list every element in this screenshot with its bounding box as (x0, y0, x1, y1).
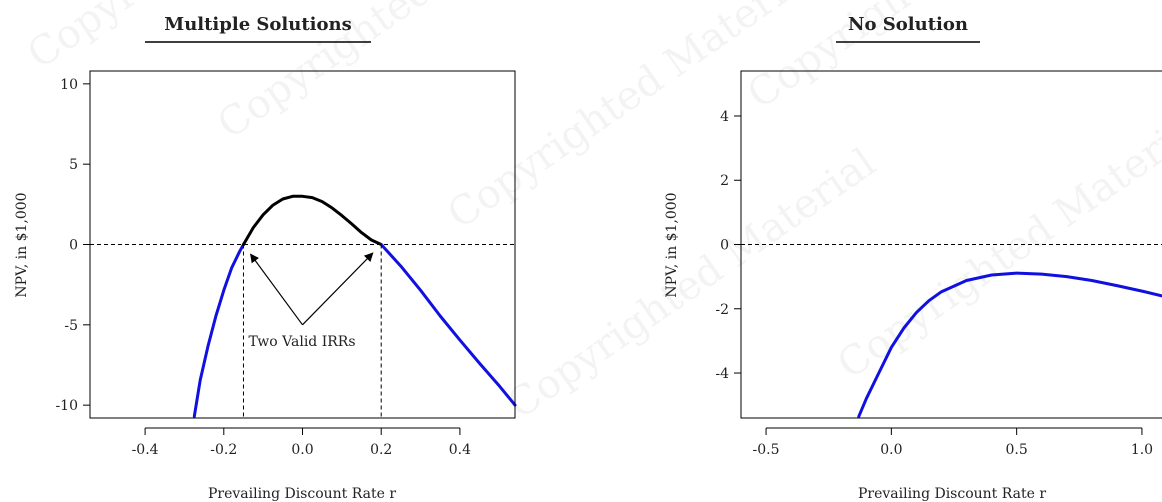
y-tick-label: 2 (720, 173, 729, 189)
annotation-arrow (250, 253, 303, 326)
chart-title: No Solution (848, 14, 968, 35)
x-tick-label: 0.0 (291, 442, 313, 458)
series-line-2 (379, 243, 517, 407)
x-tick-label: -0.4 (132, 442, 159, 458)
y-tick-label: -4 (715, 366, 729, 382)
y-tick-label: 10 (60, 77, 78, 93)
x-tick-label: 1.0 (1131, 442, 1153, 458)
y-tick-label: 0 (69, 238, 78, 254)
y-tick-label: 4 (720, 109, 729, 125)
x-tick-label: -0.2 (210, 442, 237, 458)
chart-panel-no-solution: No Solution 4 2 0 -2 -4 -0.5 0.0 0.5 1.0 NPV, i… (664, 14, 1162, 502)
series-line-0 (857, 271, 1162, 418)
svg-text:Copyrighted Material: Copyrighted Material (829, 100, 1162, 389)
x-axis-label: Prevailing Discount Rate r (858, 486, 1046, 502)
chart-panel-multiple-solutions: Multiple Solutions Two Valid IRRs 10 5 0 -5… (14, 14, 517, 502)
chart-title: Multiple Solutions (164, 14, 351, 35)
y-tick-label: -2 (715, 302, 729, 318)
y-axis-label: NPV, in $1,000 (14, 192, 30, 297)
annotation-two-valid-irrs: Two Valid IRRs (248, 334, 355, 350)
y-axis: 4 2 0 -2 -4 (715, 109, 742, 382)
x-tick-label: -0.5 (753, 442, 780, 458)
series-line-0 (192, 243, 245, 418)
x-tick-label: 0.0 (880, 442, 902, 458)
y-axis-label: NPV, in $1,000 (664, 192, 680, 297)
x-axis-label: Prevailing Discount Rate r (208, 486, 396, 502)
y-tick-label: 5 (69, 157, 78, 173)
x-tick-label: 0.5 (1006, 442, 1028, 458)
annotation-arrow (302, 252, 374, 326)
y-tick-label: -5 (64, 318, 78, 334)
x-axis: -0.4 -0.2 0.0 0.2 0.4 (132, 427, 471, 458)
reference-lines (90, 244, 515, 418)
x-tick-label: 0.4 (449, 442, 471, 458)
watermark: Copyrighted Material Copyrighted Materia… (19, 0, 1162, 428)
y-tick-label: 0 (720, 238, 729, 254)
series-line-1 (242, 194, 383, 246)
y-tick-label: -10 (55, 398, 78, 414)
x-axis: -0.5 0.0 0.5 1.0 (753, 427, 1153, 458)
series-layer (857, 271, 1162, 418)
annotation-layer: Two Valid IRRs (248, 252, 374, 350)
y-axis: 10 5 0 -5 -10 (55, 77, 91, 414)
svg-text:Copyrighted Material: Copyrighted Material (499, 140, 884, 429)
series-layer (192, 194, 517, 418)
x-tick-label: 0.2 (370, 442, 392, 458)
